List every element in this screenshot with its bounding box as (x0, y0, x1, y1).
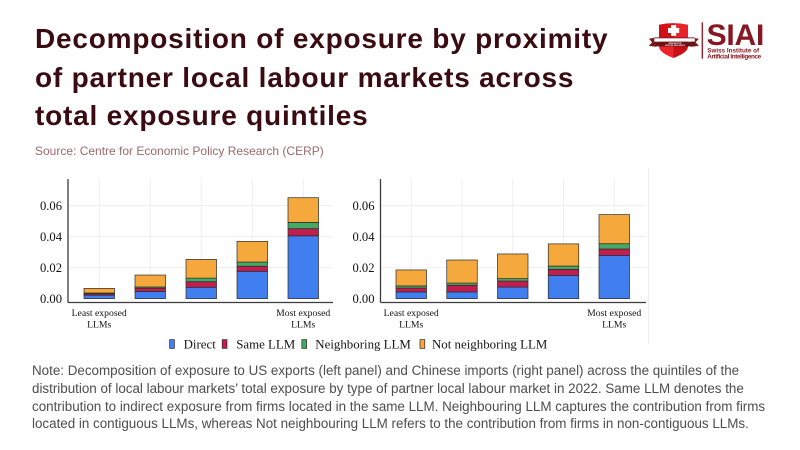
svg-text:LLMs: LLMs (87, 320, 111, 331)
svg-text:0.00: 0.00 (40, 292, 62, 306)
svg-text:Swiss Institute of: Swiss Institute of (707, 48, 760, 55)
svg-text:0.04: 0.04 (40, 230, 63, 244)
svg-text:0.00: 0.00 (352, 292, 374, 306)
svg-text:LLMs: LLMs (602, 320, 626, 331)
svg-text:Not neighboring LLM: Not neighboring LLM (432, 338, 548, 352)
svg-text:LLMs: LLMs (291, 320, 315, 331)
svg-text:0.02: 0.02 (40, 261, 62, 275)
svg-text:ARTIFICIAL INTELLIGENCE: ARTIFICIAL INTELLIGENCE (665, 44, 685, 47)
svg-text:Least exposed: Least exposed (72, 308, 127, 319)
svg-text:Direct: Direct (184, 338, 217, 352)
svg-text:Artificial Intelligence: Artificial Intelligence (707, 53, 761, 60)
svg-text:SIAI: SIAI (707, 19, 765, 52)
svg-text:Most exposed: Most exposed (587, 308, 641, 319)
svg-text:0.06: 0.06 (352, 199, 374, 213)
svg-text:SWISS INSTITUTE: SWISS INSTITUTE (668, 43, 681, 45)
svg-text:Same LLM: Same LLM (236, 338, 296, 352)
svg-text:Most exposed: Most exposed (276, 308, 330, 319)
svg-text:0.06: 0.06 (40, 199, 62, 213)
svg-text:0.02: 0.02 (352, 261, 374, 275)
svg-text:Least exposed: Least exposed (384, 308, 439, 319)
svg-text:Neighboring LLM: Neighboring LLM (315, 338, 411, 352)
svg-text:0.04: 0.04 (352, 230, 375, 244)
svg-text:LLMs: LLMs (399, 320, 423, 331)
